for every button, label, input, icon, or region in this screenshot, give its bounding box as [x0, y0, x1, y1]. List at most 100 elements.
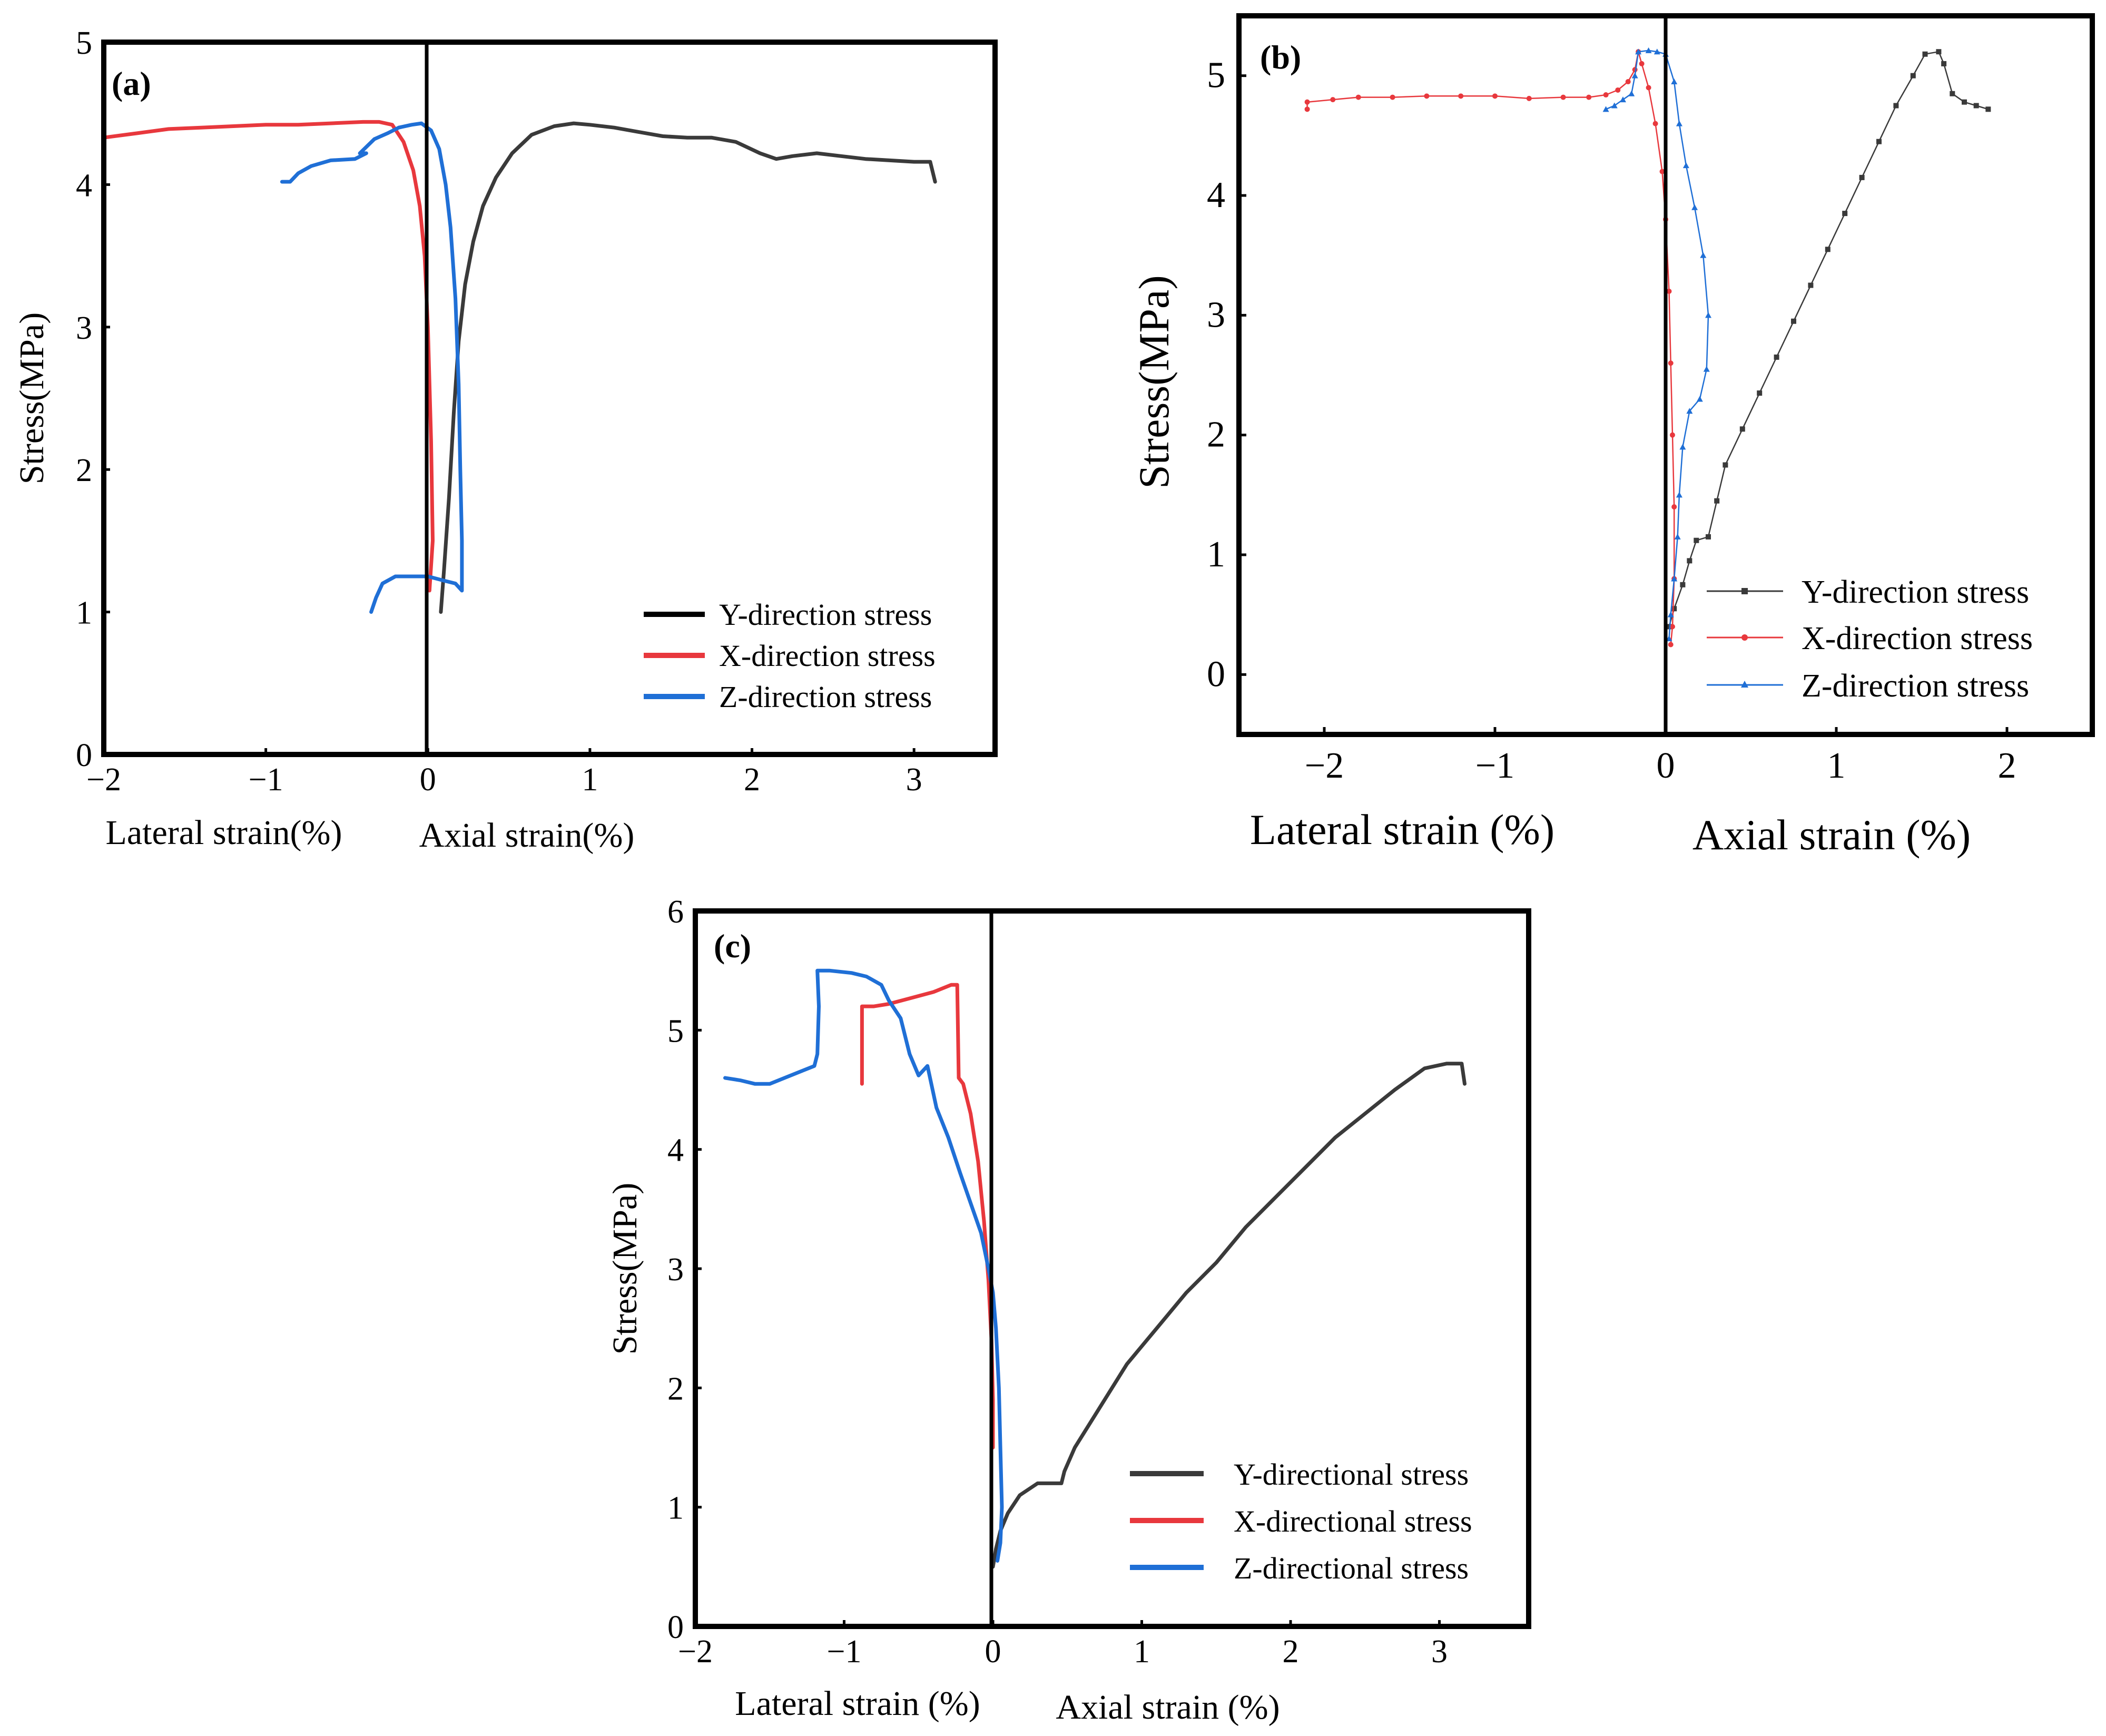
panel-a-x-tick-label: −2 — [86, 762, 121, 798]
panel-b-series-z-marker — [1700, 252, 1707, 258]
panel-b-series-x-marker — [1526, 95, 1532, 101]
panel-c-x-tick-label: 1 — [1134, 1634, 1150, 1670]
panel-b-ticks: −2 −1 0 1 2 0 1 2 3 4 5 — [1207, 55, 2016, 786]
panel-b-series-z-marker — [1654, 48, 1660, 55]
panel-b-series-x-marker — [1659, 169, 1665, 174]
panel-b-series-z-marker — [1671, 575, 1678, 582]
panel-a-y-tick-label: 5 — [76, 25, 92, 61]
panel-b-series-y-marker — [1666, 624, 1672, 630]
panel-b-series-z-marker — [1703, 366, 1710, 372]
panel-b-legend-label-y: Y-direction stress — [1802, 574, 2029, 610]
panel-b-legend-label-z: Z-direction stress — [1802, 668, 2029, 704]
panel-b-series-z-marker — [1602, 106, 1609, 112]
panel-a-legend-label-z: Z-direction stress — [719, 680, 932, 714]
panel-c-x-tick-label: 2 — [1283, 1634, 1299, 1670]
panel-c-label: (c) — [714, 927, 751, 965]
panel-c-y-axis-title: Stress(MPa) — [606, 1183, 644, 1355]
panel-b-series-z-marker — [1686, 408, 1693, 414]
panel-b-series-x-marker — [1669, 432, 1675, 438]
panel-a-x-tick-label: −1 — [249, 762, 283, 798]
panel-a-label: (a) — [112, 65, 151, 102]
panel-a-x-axis-title-lateral: Lateral strain(%) — [106, 813, 342, 852]
panel-a-x-tick-label: 1 — [582, 762, 598, 798]
panel-b-series-y-marker — [1962, 99, 1967, 105]
panel-b-series-x-marker — [1669, 624, 1675, 630]
panel-b-y-tick-label: 2 — [1207, 415, 1225, 455]
panel-b-series-y-marker — [1714, 498, 1720, 504]
panel-c-x-tick-label: 3 — [1431, 1634, 1448, 1670]
panel-b-series-y-marker — [1941, 61, 1947, 66]
panel-a-x-tick-label: 2 — [744, 762, 760, 798]
panel-b-label: (b) — [1260, 38, 1301, 76]
panel-c-series-y-line — [991, 1062, 1467, 1569]
panel-b-series-y-marker — [1723, 462, 1728, 468]
panel-b-series-x-marker — [1652, 121, 1658, 126]
panel-c-series-z-line — [723, 968, 1004, 1563]
panel-c-ticks: −2 −1 0 1 2 3 0 1 2 3 4 5 6 — [667, 894, 1448, 1670]
panel-c-x-axis-title-axial: Axial strain (%) — [1056, 1688, 1280, 1727]
panel-b-series-z-marker — [1696, 396, 1703, 402]
panel-c-y-tick-label: 5 — [667, 1013, 684, 1049]
panel-b-series-x-marker — [1625, 79, 1631, 85]
panel-b-x-tick-label: 1 — [1827, 746, 1846, 786]
panel-b-series-y-marker — [1922, 51, 1928, 57]
panel-b-series-z-marker — [1628, 90, 1635, 96]
panel-b-series-y-marker — [1893, 103, 1899, 109]
panel-c-x-axis-title-lateral: Lateral strain (%) — [735, 1684, 980, 1723]
panel-b-series-x-marker — [1639, 61, 1645, 66]
panel-b-series-z-marker — [1671, 79, 1678, 85]
panel-b-series-y-marker — [1825, 247, 1831, 252]
panel-c-legend-label-y: Y-directional stress — [1234, 1457, 1469, 1492]
panel-b-series-z-marker — [1705, 312, 1711, 318]
panel-b-series-y-line — [1668, 51, 1989, 627]
panel-b-series-x-marker — [1492, 93, 1498, 99]
panel-a-series-z-line — [280, 121, 464, 614]
panel-b-series-y-marker — [1694, 537, 1699, 543]
panel-b-series-x-marker — [1646, 85, 1651, 91]
panel-b-series-z-marker — [1676, 120, 1682, 126]
panel-a-series — [102, 120, 937, 614]
panel-c-y-tick-label: 2 — [667, 1371, 684, 1407]
panel-b-series-y-marker — [1859, 174, 1865, 180]
panel-b-series — [1304, 47, 1991, 648]
panel-b-series-y-marker — [1680, 582, 1686, 587]
panel-a-y-tick-label: 3 — [76, 310, 92, 346]
panel-c-y-tick-label: 1 — [667, 1490, 684, 1526]
panel-b-series-z-marker — [1620, 96, 1626, 103]
panel-a-legend: Y-direction stress X-direction stress Z-… — [644, 597, 936, 714]
panel-b-series-z-marker — [1676, 492, 1682, 498]
panel-a-series-x-line — [102, 120, 435, 593]
panel-a-y-axis-title: Stress(MPa) — [13, 312, 51, 484]
panel-b-series-y-marker — [1910, 73, 1916, 79]
panel-b-series-y-marker — [1808, 282, 1814, 288]
panel-b-series-x-marker — [1330, 97, 1336, 103]
panel-c-legend: Y-directional stress X-directional stres… — [1130, 1457, 1472, 1585]
panel-b-x-tick-label: 0 — [1657, 746, 1675, 786]
panel-b-x-tick-label: −2 — [1305, 746, 1344, 786]
panel-b-series-z-marker — [1635, 48, 1642, 55]
panel-b-legend-marker-y — [1741, 588, 1748, 594]
panel-a-chart: −2 −1 0 1 2 3 0 1 2 3 4 5 (a) Stress(MPa) Lateral s… — [13, 25, 998, 855]
panel-b-y-tick-label: 4 — [1207, 175, 1225, 215]
panel-b-series-y-marker — [1876, 139, 1882, 144]
panel-b-series-z-marker — [1611, 102, 1618, 109]
panel-b-legend-marker-x — [1741, 634, 1748, 641]
panel-b-legend-label-x: X-direction stress — [1802, 621, 2033, 656]
panel-a-legend-label-x: X-direction stress — [719, 639, 936, 673]
panel-b-x-tick-label: 2 — [1998, 746, 2016, 786]
panel-c-legend-label-x: X-directional stress — [1234, 1504, 1472, 1538]
panel-b-series-x-marker — [1355, 94, 1361, 100]
panel-c-y-tick-label: 3 — [667, 1252, 684, 1288]
panel-b-chart: −2 −1 0 1 2 0 1 2 3 4 5 (b) Stress(MPa) Lateral st… — [1130, 13, 2095, 859]
panel-b-series-z-marker — [1667, 611, 1674, 617]
panel-b-x-axis-title-axial: Axial strain (%) — [1692, 811, 1971, 859]
panel-b-series-x-marker — [1560, 94, 1566, 100]
panel-b-series-y-marker — [1687, 558, 1692, 564]
panel-c-y-tick-label: 6 — [667, 894, 684, 930]
panel-b-series-y-marker — [1791, 318, 1796, 324]
panel-b-series-z-marker — [1645, 47, 1652, 53]
panel-b-series-y-marker — [1739, 426, 1745, 432]
panel-b-series-x-marker — [1615, 87, 1621, 93]
panel-b-y-tick-label: 0 — [1207, 654, 1225, 694]
panel-b-series-z-marker — [1679, 444, 1686, 450]
